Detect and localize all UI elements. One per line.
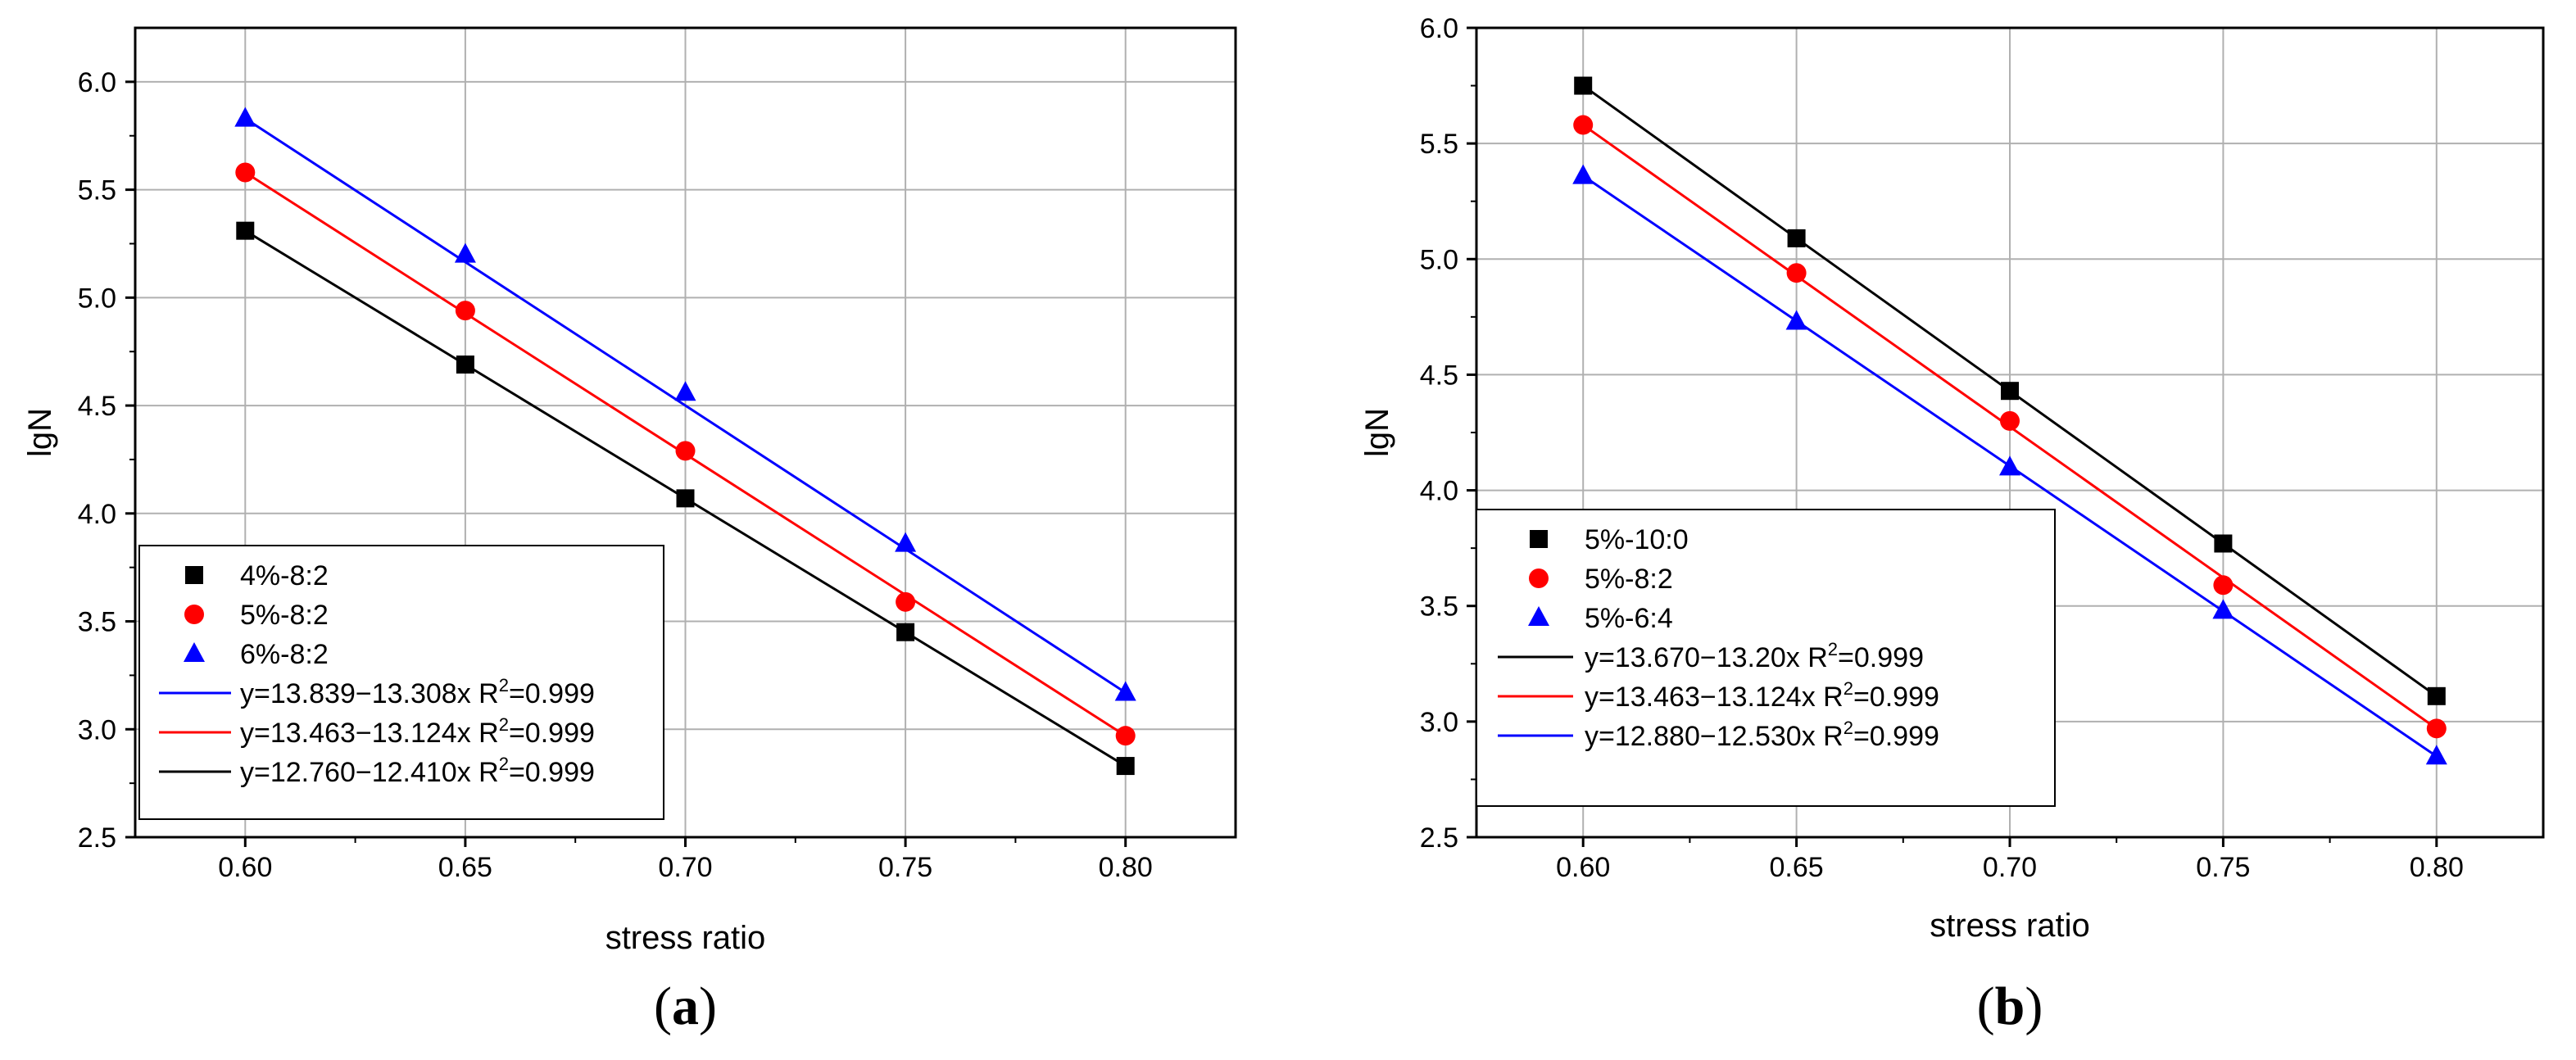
chart-0-series-1-point-0 [235, 162, 256, 183]
chart-0-legend-box [138, 545, 664, 820]
chart-1-legend-symbol-2 [1528, 606, 1549, 626]
chart-1-ytick-label-2: 3.5 [1420, 591, 1458, 623]
chart-0-legend-fit-label-1: y=13.463−13.124x R2=0.999 [240, 714, 595, 749]
chart-1-ytick-label-3: 4.0 [1420, 476, 1458, 507]
chart-0-xtick-label-1: 0.65 [438, 852, 492, 883]
chart-b: 0.60 0.65 0.70 0.75 0.80 2.5 3.0 3.5 4.0 4.5 5.0 5.… [1359, 13, 2545, 1036]
chart-1-y-axis-label: lgN [1359, 408, 1395, 457]
chart-0-legend-symbol-2 [184, 642, 205, 662]
chart-0-series-0-point-4 [1116, 757, 1135, 776]
chart-0-ytick-label-2: 3.5 [78, 607, 116, 638]
chart-0-series-0-point-0 [236, 221, 255, 240]
chart-1-xtick-label-1: 0.65 [1770, 852, 1824, 883]
chart-0-xtick-label-2: 0.70 [658, 852, 712, 883]
chart-1-series-0-point-3 [2214, 534, 2233, 553]
chart-1-legend-symbol-1 [1529, 569, 1549, 588]
chart-1-series-0-point-0 [1574, 76, 1593, 95]
chart-1-series-1-point-1 [1786, 263, 1807, 283]
chart-0-series-1-point-4 [1115, 726, 1136, 746]
chart-1-series-1-point-3 [2213, 575, 2234, 596]
chart-1-series-1-point-0 [1573, 115, 1594, 135]
chart-1-legend-fit-label-1: y=13.463−13.124x R2=0.999 [1585, 678, 1939, 713]
chart-0-series-1-point-2 [675, 441, 696, 461]
chart-0-legend-label-0: 4%-8:2 [240, 560, 329, 591]
chart-1-panel-label: (b) [1977, 976, 2043, 1036]
chart-0-legend-fit-label-0: y=13.839−13.308x R2=0.999 [240, 675, 595, 709]
chart-0-ytick-label-5: 5.0 [78, 283, 116, 314]
chart-0-legend-symbol-1 [184, 605, 204, 624]
chart-1-xtick-label-2: 0.70 [1983, 852, 2037, 883]
chart-1-series-2-point-3 [2212, 599, 2234, 619]
chart-0-fit-line-0 [244, 117, 1127, 694]
chart-0-series-0-point-1 [456, 356, 474, 374]
chart-1-series-1-point-2 [2000, 410, 2020, 431]
chart-1-xtick-label-0: 0.60 [1556, 852, 1610, 883]
chart-0-y-axis-label: lgN [22, 408, 58, 457]
chart-0-ytick-label-1: 3.0 [78, 714, 116, 745]
chart-0-series-2-point-4 [1114, 681, 1136, 701]
chart-1-series-0-point-1 [1787, 229, 1806, 247]
chart-1-series-1-point-4 [2426, 718, 2447, 739]
chart-0-xtick-label-4: 0.80 [1099, 852, 1153, 883]
chart-1-series-2-point-0 [1572, 164, 1594, 184]
chart-0-series-2-point-0 [234, 106, 256, 127]
chart-0-series-2-point-3 [895, 532, 917, 552]
chart-1-series-2-point-2 [1999, 455, 2020, 476]
chart-1-x-axis-label: stress ratio [1930, 908, 2090, 944]
chart-0-series-1-point-1 [455, 301, 475, 321]
chart-1-series-2-point-1 [1785, 310, 1807, 330]
chart-0-ytick-label-7: 6.0 [78, 67, 116, 98]
chart-1-ytick-label-7: 6.0 [1420, 13, 1458, 44]
chart-0-legend-symbol-0 [185, 566, 203, 584]
chart-1-ytick-label-4: 4.5 [1420, 360, 1458, 391]
chart-0-ytick-label-6: 5.5 [78, 175, 116, 206]
chart-0-ytick-label-0: 2.5 [78, 822, 116, 854]
chart-0-series-0-point-2 [676, 489, 695, 508]
chart-0-ytick-label-3: 4.0 [78, 499, 116, 530]
chart-1-xtick-label-4: 0.80 [2410, 852, 2464, 883]
chart-0-series-2-point-1 [454, 242, 476, 263]
chart-1-legend-label-2: 5%-6:4 [1585, 603, 1673, 634]
chart-0-legend-label-1: 5%-8:2 [240, 600, 329, 631]
chart-0-x-axis-label: stress ratio [605, 920, 766, 956]
chart-1-series-2-point-4 [2425, 745, 2447, 765]
chart-1-legend-fit-label-0: y=13.670−13.20x R2=0.999 [1585, 639, 1924, 673]
chart-1-ytick-label-0: 2.5 [1420, 822, 1458, 854]
chart-a: 0.60 0.65 0.70 0.75 0.80 2.5 3.0 3.5 4.0 4.5 5.0 5.… [22, 26, 1237, 1036]
chart-0-ytick-label-4: 4.5 [78, 391, 116, 422]
chart-1-ytick-label-1: 3.0 [1420, 707, 1458, 738]
chart-1-xtick-label-3: 0.75 [2196, 852, 2250, 883]
chart-1-legend-symbol-0 [1530, 530, 1548, 548]
chart-0-legend-label-2: 6%-8:2 [240, 639, 329, 670]
chart-1-ytick-label-5: 5.0 [1420, 244, 1458, 275]
chart-0-series-0-point-3 [896, 623, 915, 641]
chart-1-series-0-point-4 [2427, 686, 2446, 705]
chart-0-legend-fit-label-2: y=12.760−12.410x R2=0.999 [240, 754, 595, 788]
chart-1-legend-fit-label-2: y=12.880−12.530x R2=0.999 [1585, 718, 1939, 752]
chart-1-legend-label-0: 5%-10:0 [1585, 524, 1689, 555]
chart-0-series-1-point-3 [896, 591, 916, 612]
chart-1-series-0-point-2 [2001, 382, 2019, 401]
chart-1-legend-label-1: 5%-8:2 [1585, 564, 1673, 595]
chart-0-series-2-point-2 [674, 381, 696, 401]
chart-0-xtick-label-3: 0.75 [878, 852, 932, 883]
chart-0-panel-label: (a) [654, 976, 717, 1036]
chart-1-ytick-label-6: 5.5 [1420, 129, 1458, 160]
chart-0-xtick-label-0: 0.60 [218, 852, 272, 883]
